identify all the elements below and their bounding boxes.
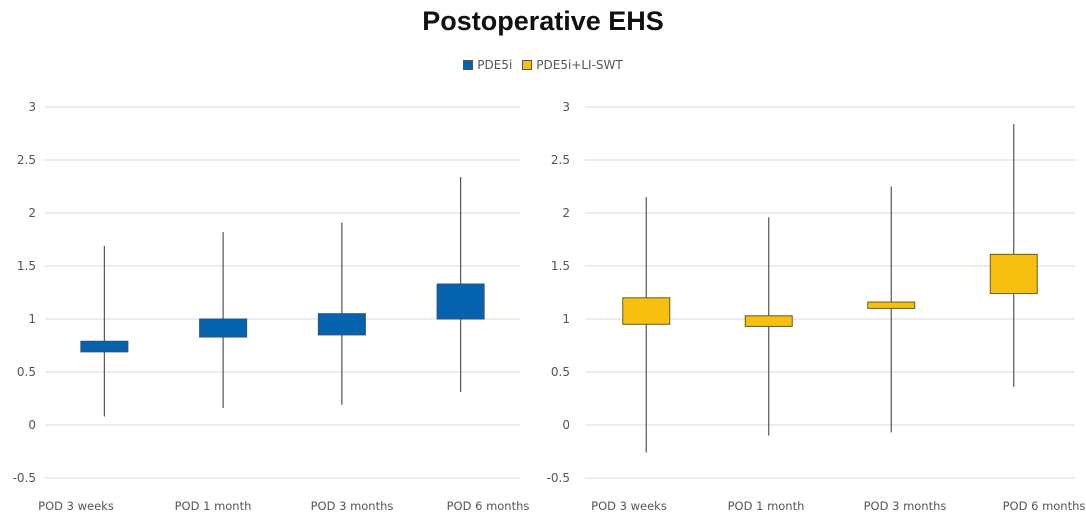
box bbox=[622, 297, 671, 325]
y-tick-label: 3 bbox=[28, 100, 36, 114]
y-tick-label: 1 bbox=[562, 312, 570, 326]
chart-pde5i: -0.5 0 0.5 1 1.5 2 2.5 3 POD 3 weeks POD 1 month P… bbox=[13, 100, 530, 513]
y-tick-label: 0.5 bbox=[17, 365, 36, 379]
y-tick-label: 0.5 bbox=[551, 365, 570, 379]
box bbox=[436, 283, 485, 320]
chart-pde5i-li-swt: -0.5 0 0.5 1 1.5 2 2.5 3 POD 3 weeks POD 1 month P… bbox=[547, 100, 1086, 513]
y-tick-label: 0 bbox=[562, 418, 570, 432]
x-category-label: POD 6 months bbox=[1003, 499, 1086, 513]
legend: PDE5i PDE5i+LI-SWT bbox=[0, 58, 1086, 72]
y-tick-label: 2.5 bbox=[17, 153, 36, 167]
chart-title: Postoperative EHS bbox=[422, 6, 664, 36]
legend-label-pde5i: PDE5i bbox=[477, 58, 513, 72]
legend-item-pde5i-li-swt: PDE5i+LI-SWT bbox=[522, 58, 623, 72]
box bbox=[989, 253, 1038, 295]
y-tick-label: 2 bbox=[28, 206, 36, 220]
y-tick-label: 2 bbox=[562, 206, 570, 220]
legend-swatch-pde5i bbox=[463, 60, 474, 70]
y-tick-label: 1.5 bbox=[551, 259, 570, 273]
box bbox=[80, 340, 129, 353]
box bbox=[744, 315, 793, 327]
x-category-label: POD 6 months bbox=[447, 499, 530, 513]
x-category-label: POD 3 weeks bbox=[38, 499, 114, 513]
legend-item-pde5i: PDE5i bbox=[463, 58, 512, 72]
legend-swatch-pde5i-li-swt bbox=[522, 60, 533, 70]
y-tick-label: 3 bbox=[562, 100, 570, 114]
x-category-label: POD 3 months bbox=[864, 499, 947, 513]
x-category-label: POD 1 month bbox=[175, 499, 252, 513]
legend-label-pde5i-li-swt: PDE5i+LI-SWT bbox=[536, 58, 623, 72]
box bbox=[867, 301, 916, 309]
y-tick-label: 2.5 bbox=[551, 153, 570, 167]
y-tick-label: -0.5 bbox=[13, 471, 36, 485]
y-tick-label: 1 bbox=[28, 312, 36, 326]
y-tick-label: 1.5 bbox=[17, 259, 36, 273]
x-category-label: POD 3 weeks bbox=[591, 499, 667, 513]
x-category-label: POD 3 months bbox=[311, 499, 394, 513]
y-tick-label: 0 bbox=[28, 418, 36, 432]
box bbox=[199, 318, 248, 338]
x-category-label: POD 1 month bbox=[728, 499, 805, 513]
box bbox=[317, 313, 366, 336]
y-tick-label: -0.5 bbox=[547, 471, 570, 485]
